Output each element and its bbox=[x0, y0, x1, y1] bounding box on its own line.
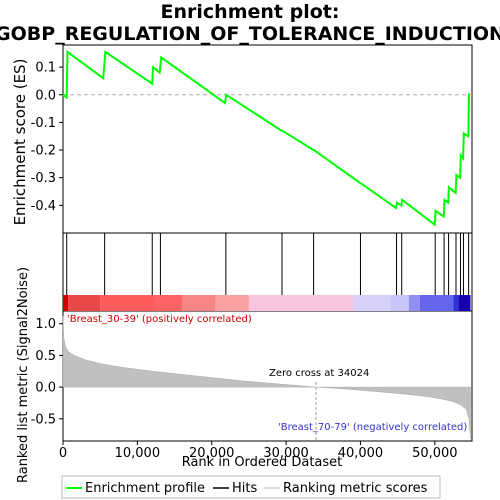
rank-heatmap bbox=[63, 295, 471, 311]
heatmap-segment bbox=[215, 295, 249, 311]
negative-correlation-label: 'Breast_70-79' (negatively correlated) bbox=[278, 422, 467, 433]
es-ytick-label: -0.1 bbox=[31, 116, 56, 131]
heatmap-segment bbox=[390, 295, 409, 311]
heatmap-segment bbox=[100, 295, 156, 311]
xtick-label: 10,000 bbox=[115, 446, 161, 461]
legend-es-label: Enrichment profile bbox=[85, 481, 205, 496]
heatmap-segment bbox=[63, 295, 69, 311]
chart-title-line2: GOBP_REGULATION_OF_TOLERANCE_INDUCTION bbox=[0, 23, 500, 45]
heatmap-segment bbox=[419, 295, 454, 311]
heatmap-segment bbox=[353, 295, 391, 311]
es-ytick-label: -0.2 bbox=[31, 144, 56, 159]
xtick-label: 20,000 bbox=[189, 446, 235, 461]
es-ytick-label: -0.3 bbox=[31, 171, 56, 186]
heatmap-segment bbox=[155, 295, 182, 311]
es-ytick-label: 0.1 bbox=[35, 61, 56, 76]
es-ytick-label: -0.4 bbox=[31, 199, 56, 214]
zero-cross-label: Zero cross at 34024 bbox=[269, 368, 369, 379]
legend: Enrichment profile Hits Ranking metric s… bbox=[61, 475, 441, 499]
heatmap-segment bbox=[248, 295, 354, 311]
hit-lines bbox=[66, 233, 470, 295]
metric-y-ticks: -0.5 0.0 0.5 1.0 bbox=[31, 317, 63, 427]
legend-box bbox=[61, 475, 441, 499]
positive-correlation-label: 'Breast_30-39' (positively correlated) bbox=[67, 314, 252, 325]
es-panel bbox=[62, 44, 473, 234]
xtick-label: 40,000 bbox=[338, 446, 384, 461]
es-line-group bbox=[62, 49, 470, 227]
enrichment-profile-line bbox=[62, 49, 470, 227]
legend-metric-label: Ranking metric scores bbox=[283, 481, 428, 496]
xtick-label: 50,000 bbox=[412, 446, 458, 461]
es-y-axis-label: Enrichment score (ES) bbox=[11, 59, 29, 226]
es-ytick-label: 0.0 bbox=[35, 88, 56, 103]
metric-ytick-label: 0.0 bbox=[35, 381, 56, 396]
legend-hits-label: Hits bbox=[232, 481, 257, 496]
heatmap-segment bbox=[453, 295, 459, 311]
heatmap-segment bbox=[68, 295, 101, 311]
es-y-ticks: -0.4 -0.3 -0.2 -0.1 0.0 0.1 bbox=[31, 61, 63, 214]
chart-title-line1: Enrichment plot: bbox=[161, 1, 340, 23]
metric-ytick-label: 1.0 bbox=[35, 317, 56, 332]
metric-ytick-label: -0.5 bbox=[31, 412, 56, 427]
metric-ytick-label: 0.5 bbox=[35, 349, 56, 364]
ranking-metric-area bbox=[62, 316, 471, 440]
heatmap-segment bbox=[181, 295, 216, 311]
x-ticks: 0 10,000 20,000 30,000 40,000 50,000 bbox=[59, 441, 458, 461]
metric-area bbox=[62, 316, 471, 440]
xtick-label: 0 bbox=[59, 446, 67, 461]
heatmap-segment bbox=[408, 295, 420, 311]
x-axis-label: Rank in Ordered Dataset bbox=[182, 455, 343, 470]
heatmap-segment bbox=[458, 295, 471, 311]
metric-y-axis-label: Ranked list metric (Signal2Noise) bbox=[16, 267, 31, 483]
xtick-label: 30,000 bbox=[263, 446, 309, 461]
